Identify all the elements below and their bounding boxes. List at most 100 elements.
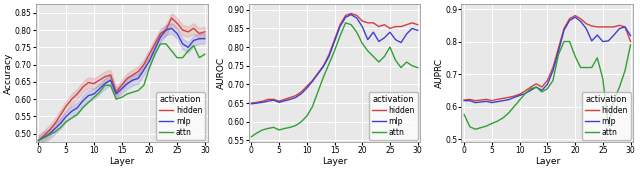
hidden bbox=[397, 26, 405, 28]
mlp bbox=[375, 40, 383, 42]
mlp bbox=[259, 101, 266, 103]
mlp bbox=[195, 38, 203, 40]
hidden bbox=[493, 98, 501, 100]
hidden bbox=[259, 100, 266, 102]
hidden bbox=[45, 129, 53, 131]
hidden bbox=[560, 28, 568, 30]
hidden bbox=[319, 65, 327, 67]
hidden bbox=[112, 91, 120, 93]
attn bbox=[253, 132, 260, 134]
attn bbox=[616, 86, 623, 88]
mlp bbox=[40, 136, 48, 138]
hidden bbox=[201, 31, 209, 33]
attn bbox=[527, 88, 534, 90]
hidden bbox=[51, 122, 59, 124]
mlp bbox=[555, 50, 563, 52]
mlp bbox=[168, 27, 175, 29]
mlp bbox=[84, 95, 92, 97]
mlp bbox=[522, 92, 529, 95]
hidden bbox=[57, 114, 65, 116]
attn bbox=[582, 66, 590, 69]
mlp bbox=[582, 28, 590, 30]
hidden bbox=[314, 72, 322, 74]
attn bbox=[532, 86, 540, 88]
Legend: hidden, mlp, attn: hidden, mlp, attn bbox=[582, 92, 631, 140]
hidden bbox=[281, 98, 289, 100]
attn bbox=[566, 40, 573, 42]
attn bbox=[298, 121, 305, 123]
mlp bbox=[179, 43, 186, 45]
mlp bbox=[510, 96, 518, 98]
Line: attn: attn bbox=[38, 44, 205, 141]
mlp bbox=[303, 87, 310, 89]
hidden bbox=[593, 26, 601, 28]
attn bbox=[79, 107, 86, 109]
mlp bbox=[281, 100, 289, 102]
attn bbox=[68, 117, 76, 119]
mlp bbox=[151, 48, 159, 50]
hidden bbox=[269, 98, 277, 100]
attn bbox=[414, 67, 422, 69]
hidden bbox=[348, 12, 355, 14]
attn bbox=[510, 106, 518, 108]
hidden bbox=[140, 64, 148, 66]
attn bbox=[325, 63, 333, 65]
mlp bbox=[593, 34, 601, 36]
attn bbox=[281, 128, 289, 130]
mlp bbox=[348, 14, 355, 16]
Y-axis label: Accuracy: Accuracy bbox=[4, 53, 13, 94]
attn bbox=[588, 66, 596, 69]
hidden bbox=[107, 74, 115, 76]
mlp bbox=[124, 83, 131, 85]
mlp bbox=[201, 38, 209, 40]
hidden bbox=[35, 140, 42, 142]
hidden bbox=[40, 134, 48, 136]
attn bbox=[168, 50, 175, 52]
hidden bbox=[483, 98, 490, 100]
mlp bbox=[319, 65, 327, 67]
mlp bbox=[45, 133, 53, 135]
mlp bbox=[353, 17, 360, 19]
mlp bbox=[173, 32, 181, 35]
attn bbox=[342, 22, 349, 24]
hidden bbox=[610, 26, 618, 28]
Line: mlp: mlp bbox=[464, 17, 630, 103]
attn bbox=[314, 91, 322, 93]
mlp bbox=[610, 34, 618, 36]
hidden bbox=[275, 100, 283, 102]
mlp bbox=[472, 102, 479, 104]
hidden bbox=[549, 66, 557, 69]
X-axis label: Layer: Layer bbox=[322, 157, 347, 166]
attn bbox=[248, 136, 255, 138]
attn bbox=[460, 114, 468, 116]
hidden bbox=[369, 22, 377, 24]
mlp bbox=[57, 122, 65, 124]
attn bbox=[331, 50, 339, 52]
mlp bbox=[538, 89, 546, 91]
mlp bbox=[292, 96, 300, 98]
hidden bbox=[68, 98, 76, 100]
attn bbox=[173, 57, 181, 59]
hidden bbox=[605, 26, 612, 28]
attn bbox=[477, 127, 484, 129]
hidden bbox=[74, 93, 81, 95]
hidden bbox=[162, 29, 170, 31]
mlp bbox=[560, 29, 568, 31]
attn bbox=[358, 42, 366, 44]
mlp bbox=[499, 100, 507, 102]
attn bbox=[392, 59, 399, 61]
attn bbox=[84, 101, 92, 104]
mlp bbox=[79, 100, 86, 102]
attn bbox=[621, 70, 629, 72]
hidden bbox=[173, 22, 181, 24]
hidden bbox=[101, 76, 109, 78]
mlp bbox=[162, 29, 170, 31]
hidden bbox=[599, 26, 607, 28]
hidden bbox=[403, 24, 410, 26]
attn bbox=[45, 134, 53, 136]
hidden bbox=[588, 25, 596, 27]
X-axis label: Layer: Layer bbox=[109, 157, 134, 166]
mlp bbox=[157, 36, 164, 38]
mlp bbox=[336, 26, 344, 28]
hidden bbox=[353, 14, 360, 16]
